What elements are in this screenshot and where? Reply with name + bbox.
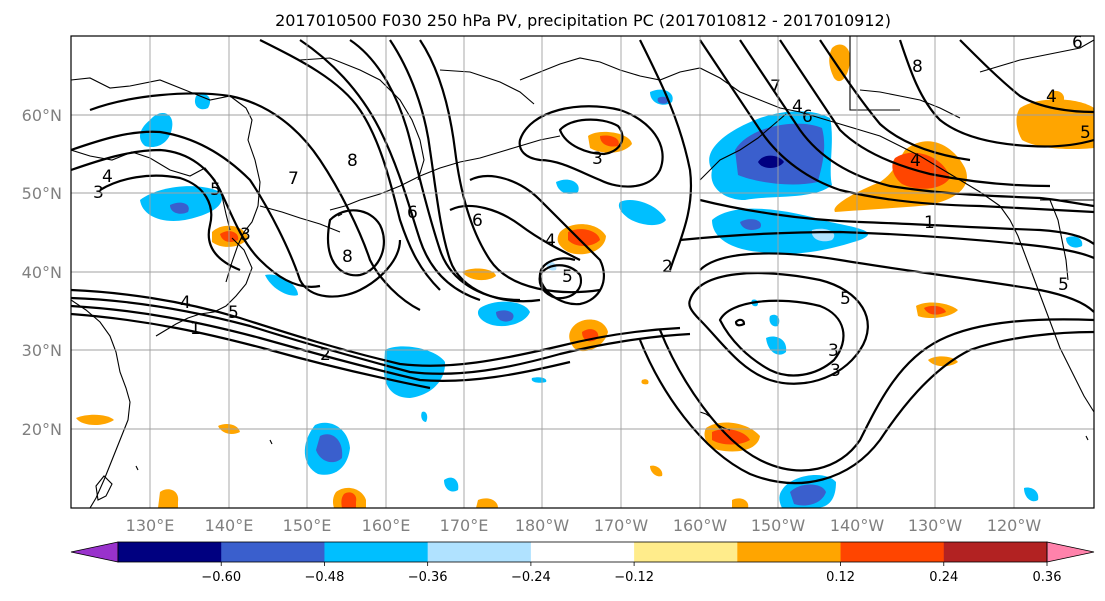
contour-label: 7 — [288, 169, 299, 189]
contour-label: 4 — [910, 151, 921, 171]
contour-label: 8 — [347, 151, 358, 171]
colorbar-segment — [634, 542, 738, 562]
colorbar-outline — [117, 541, 1048, 563]
latitude-label: 30°N — [22, 341, 62, 360]
contour-label: 1 — [190, 319, 201, 339]
contour-label: 8 — [342, 247, 353, 267]
contour-label: 4 — [792, 97, 803, 117]
contour-label: 4 — [180, 293, 191, 313]
contour-label: 8 — [912, 57, 923, 77]
colorbar-segment — [530, 542, 635, 562]
colorbar-segment — [737, 542, 842, 562]
graticule — [71, 36, 1094, 508]
colorbar-extend-max — [1046, 541, 1095, 563]
longitude-label: 180°W — [515, 516, 570, 535]
contour-label: 6 — [802, 107, 813, 127]
longitude-label: 170°W — [594, 516, 649, 535]
pv-contours — [71, 39, 1094, 485]
map-frame — [70, 35, 1095, 509]
contour-label: 4 — [102, 167, 113, 187]
contour-label: 3 — [592, 149, 603, 169]
contour-label: 3 — [830, 361, 841, 381]
contour-label: 5 — [562, 267, 573, 287]
longitude-label: 150°E — [283, 516, 332, 535]
figure-title: 2017010500 F030 250 hPa PV, precipitatio… — [275, 11, 891, 30]
longitude-labels: 130°E 140°E 150°E 160°E 170°E 180°W 170°W 160°W… — [126, 516, 1042, 535]
latitude-label: 40°N — [22, 263, 62, 282]
colorbar-segment — [324, 542, 429, 562]
longitude-label: 120°W — [987, 516, 1042, 535]
longitude-label: 130°W — [908, 516, 963, 535]
longitude-label: 140°E — [205, 516, 254, 535]
colorbar-tick-label: −0.24 — [511, 570, 551, 585]
contour-label: 2 — [662, 257, 673, 277]
contour-label: 3 — [240, 225, 251, 245]
colorbar-extend-min — [70, 541, 119, 563]
colorbar-segment — [840, 542, 945, 562]
contour-label: 6 — [472, 211, 483, 231]
colorbar-tick-label: −0.36 — [408, 570, 448, 585]
colorbar-tick-label: −0.60 — [201, 570, 241, 585]
colorbar: −0.60−0.48−0.36−0.24−0.120.120.240.360.4… — [70, 541, 1095, 585]
latitude-label: 50°N — [22, 184, 62, 203]
contour-labels: 4 3 7 8 6 5 4 1 2 3 5 8 6 3 4 5 2 3 7 4 — [93, 33, 1091, 381]
colorbar-segment — [118, 542, 222, 562]
contour-label: 5 — [1080, 123, 1091, 143]
longitude-label: 130°E — [126, 516, 175, 535]
colorbar-tick-label: 0.36 — [1033, 570, 1062, 585]
coastlines — [71, 36, 1094, 508]
contour-label: 2 — [320, 345, 331, 365]
colorbar-tick-label: 0.24 — [929, 570, 958, 585]
latitude-label: 60°N — [22, 106, 62, 125]
longitude-label: 150°W — [751, 516, 806, 535]
contour-label: 5 — [210, 180, 221, 200]
longitude-label: 170°E — [440, 516, 489, 535]
contour-label: 1 — [924, 213, 935, 233]
contour-label: 4 — [1046, 87, 1057, 107]
contour-label: 5 — [228, 303, 239, 323]
longitude-label: 160°W — [673, 516, 728, 535]
latitude-labels: 60°N 50°N 40°N 30°N 20°N — [22, 106, 62, 439]
contour-label: 5 — [840, 289, 851, 309]
contour-label: 3 — [828, 341, 839, 361]
contour-label: 5 — [1058, 275, 1069, 295]
colorbar-tick-label: −0.12 — [614, 570, 654, 585]
longitude-label: 160°E — [362, 516, 411, 535]
latitude-label: 20°N — [22, 420, 62, 439]
contour-label: 6 — [407, 203, 418, 223]
contour-label: 7 — [770, 77, 781, 97]
colorbar-segment — [221, 542, 325, 562]
colorbar-tick-label: 0.12 — [826, 570, 855, 585]
longitude-label: 140°W — [830, 516, 885, 535]
map-panel: 4 3 7 8 6 5 4 1 2 3 5 8 6 3 4 5 2 3 7 4 — [70, 33, 1095, 509]
colorbar-tick-label: −0.48 — [305, 570, 345, 585]
contour-label: 4 — [545, 231, 556, 251]
colorbar-segment — [943, 542, 1048, 562]
colorbar-segment — [427, 542, 532, 562]
contour-label: 6 — [1072, 33, 1083, 53]
